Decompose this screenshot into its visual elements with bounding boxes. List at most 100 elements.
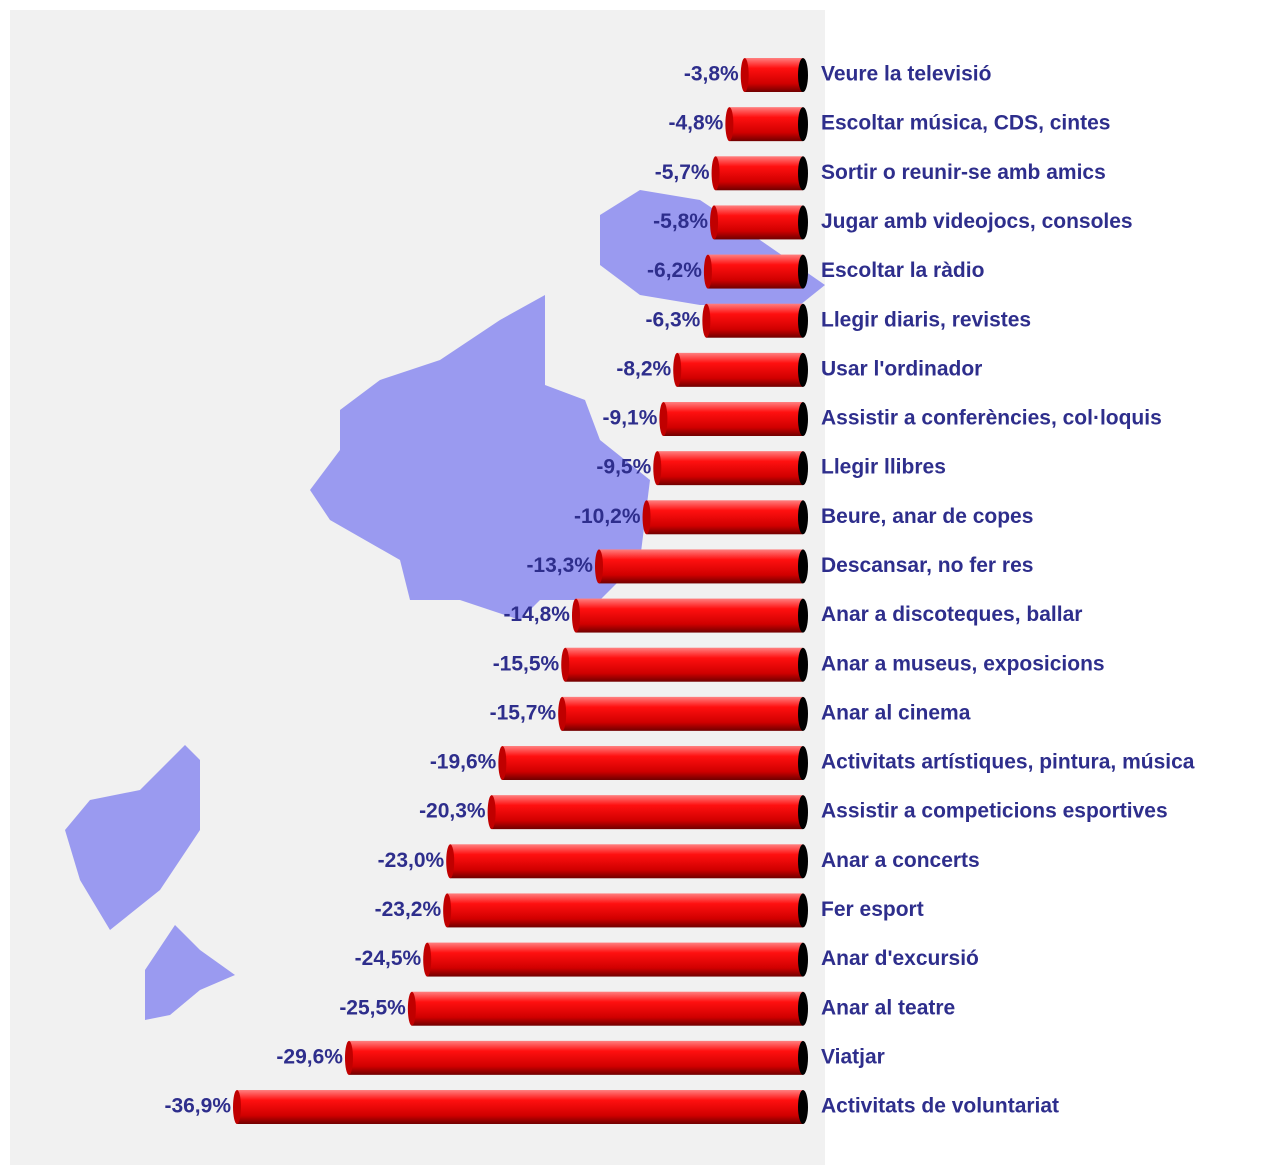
value-label: -29,6%	[276, 1045, 343, 1068]
value-label: -9,1%	[603, 407, 658, 430]
map-shape	[65, 745, 200, 930]
bar-end-cap	[798, 942, 808, 977]
bar-left-cap	[407, 991, 416, 1026]
category-label: Fer esport	[821, 898, 924, 921]
value-label: -15,5%	[493, 652, 560, 675]
bar	[348, 1040, 803, 1075]
bar-end-cap	[798, 156, 808, 191]
bar-left-cap	[711, 156, 720, 191]
bar	[502, 746, 803, 780]
bar-end-cap	[798, 844, 808, 879]
bar	[450, 844, 803, 879]
bar-end-cap	[798, 1040, 808, 1075]
value-label: -20,3%	[419, 800, 486, 823]
category-label: Anar a discoteques, ballar	[821, 603, 1082, 626]
bar-end-cap	[798, 893, 808, 928]
value-label: -9,5%	[596, 456, 651, 479]
bar-left-cap	[344, 1040, 353, 1075]
bar	[729, 107, 803, 142]
value-label: -10,2%	[574, 505, 641, 528]
bar	[657, 451, 803, 486]
bar-end-cap	[798, 451, 808, 486]
bar	[744, 58, 803, 92]
bar-left-cap	[594, 549, 603, 584]
bar-end-cap	[798, 598, 808, 633]
bar-left-cap	[642, 500, 651, 535]
category-label: Veure la televisió	[821, 63, 991, 86]
bar	[714, 205, 803, 240]
category-label: Usar l'ordinador	[821, 357, 982, 380]
category-label: Anar a museus, exposicions	[821, 652, 1105, 675]
bar-left-cap	[702, 303, 711, 338]
bar-end-cap	[798, 795, 808, 830]
bar	[447, 893, 803, 928]
bar	[646, 500, 803, 535]
bar-left-cap	[423, 942, 432, 977]
bar-end-cap	[798, 205, 808, 240]
category-label: Viatjar	[821, 1045, 885, 1068]
category-label: Activitats de voluntariat	[821, 1095, 1059, 1118]
map-shape	[310, 295, 650, 620]
bar	[598, 549, 803, 584]
bar-left-cap	[561, 647, 570, 682]
bar-end-cap	[798, 352, 808, 387]
category-label: Anar d'excursió	[821, 947, 979, 970]
category-label: Anar a concerts	[821, 849, 980, 872]
bar	[706, 303, 803, 338]
bar-end-cap	[798, 549, 808, 584]
bar-left-cap	[558, 696, 567, 731]
bar	[677, 352, 803, 387]
bar-left-cap	[443, 893, 452, 928]
bar-left-cap	[659, 402, 668, 436]
value-label: -3,8%	[684, 63, 739, 86]
category-label: Escoltar la ràdio	[821, 259, 984, 282]
bar	[715, 156, 803, 191]
category-label: Anar al cinema	[821, 701, 971, 724]
category-label: Escoltar música, CDS, cintes	[821, 112, 1110, 135]
value-label: -25,5%	[339, 996, 406, 1019]
value-label: -5,7%	[655, 161, 710, 184]
bar-end-cap	[798, 254, 808, 289]
bar-end-cap	[798, 58, 808, 92]
bar	[237, 1090, 803, 1124]
bar	[575, 598, 803, 633]
bar-end-cap	[798, 991, 808, 1026]
value-label: -6,2%	[647, 259, 702, 282]
bar-left-cap	[571, 598, 580, 633]
category-label: Activitats artístiques, pintura, música	[821, 751, 1195, 774]
bar	[411, 991, 803, 1026]
bar-left-cap	[673, 352, 682, 387]
bar-end-cap	[798, 402, 808, 436]
category-label: Assistir a conferències, col·loquis	[821, 407, 1162, 430]
bar-end-cap	[798, 107, 808, 142]
category-label: Jugar amb videojocs, consoles	[821, 210, 1133, 233]
value-label: -36,9%	[164, 1095, 231, 1118]
bar-end-cap	[798, 696, 808, 731]
bar-end-cap	[798, 500, 808, 535]
bar	[663, 402, 803, 436]
category-label: Sortir o reunir-se amb amics	[821, 161, 1106, 184]
category-label: Descansar, no fer res	[821, 554, 1033, 577]
bar-end-cap	[798, 303, 808, 338]
bar-left-cap	[725, 107, 734, 142]
value-label: -23,2%	[375, 898, 442, 921]
value-label: -5,8%	[653, 210, 708, 233]
value-label: -13,3%	[526, 554, 593, 577]
bar-left-cap	[446, 844, 455, 879]
value-label: -24,5%	[355, 947, 422, 970]
category-label: Llegir diaris, revistes	[821, 308, 1031, 331]
map-shape	[145, 925, 235, 1020]
bar-left-cap	[740, 58, 749, 92]
bar-left-cap	[653, 451, 662, 486]
bar	[565, 647, 803, 682]
bar-end-cap	[798, 1090, 808, 1124]
value-label: -6,3%	[646, 308, 701, 331]
bar	[427, 942, 803, 977]
bar	[491, 795, 803, 830]
bar-end-cap	[798, 746, 808, 780]
bar	[707, 254, 803, 289]
bar-left-cap	[703, 254, 712, 289]
bar	[562, 696, 803, 731]
